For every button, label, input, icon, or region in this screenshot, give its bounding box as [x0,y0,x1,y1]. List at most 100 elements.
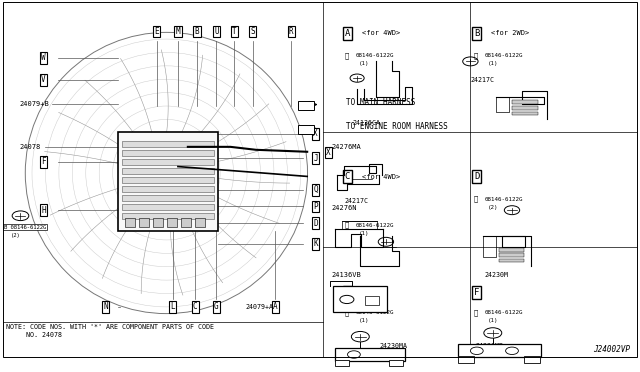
Text: <for 4WD>: <for 4WD> [362,174,400,180]
Bar [512,106,538,110]
FancyBboxPatch shape [118,132,218,231]
Text: 24136CA: 24136CA [353,120,381,126]
Text: F: F [41,157,46,166]
Bar [458,356,474,363]
Text: Q: Q [313,185,318,194]
Bar [122,150,214,156]
Text: 24230M: 24230M [484,272,508,278]
Text: G: G [214,302,219,311]
Text: (2): (2) [11,233,21,238]
Text: X: X [313,129,318,138]
Text: M: M [175,27,180,36]
Bar [333,286,387,312]
Text: Ⓑ: Ⓑ [474,309,478,316]
Text: 24079+A: 24079+A [245,304,273,310]
Text: (1): (1) [358,61,369,67]
Text: <for 4WD>: <for 4WD> [362,31,400,36]
Text: J24002VP: J24002VP [593,344,630,353]
Bar [122,158,214,165]
Text: <for 2WD>: <for 2WD> [491,31,529,36]
Text: A: A [273,302,278,311]
Bar [181,218,191,227]
Text: 08146-6122G: 08146-6122G [356,222,394,228]
Text: F: F [474,288,479,296]
Bar [365,296,379,305]
Bar [389,360,403,366]
Text: Ⓑ: Ⓑ [474,196,478,202]
Bar [499,248,524,252]
Text: H: H [41,206,46,215]
Text: A: A [345,29,350,38]
Text: 24217C: 24217C [470,77,494,83]
Bar [122,195,214,201]
Bar [167,218,177,227]
Text: Ⓑ: Ⓑ [344,309,349,316]
Text: E: E [154,27,159,36]
Bar [153,218,163,227]
Bar [122,141,214,147]
Text: 08146-6122G: 08146-6122G [485,196,524,202]
Text: V: V [41,76,46,84]
Bar [298,125,314,134]
Text: (2): (2) [488,205,498,210]
Bar [122,212,214,219]
Text: W: W [41,53,46,62]
Text: NOTE: CODE NOS. WITH '*' ARE COMPONENT PARTS OF CODE: NOTE: CODE NOS. WITH '*' ARE COMPONENT P… [6,324,214,330]
Text: S: S [250,27,255,36]
Text: B: B [195,27,200,36]
Text: X: X [326,148,331,157]
Text: E: E [345,288,350,296]
Text: TO MAIN HARNESS: TO MAIN HARNESS [346,98,415,107]
Text: N: N [103,302,108,311]
Bar [512,112,538,115]
Bar [499,253,524,257]
Bar [298,101,314,110]
Bar [122,177,214,183]
Text: 08146-6122G: 08146-6122G [485,53,524,58]
Text: T: T [232,27,237,36]
Text: 08146-6122G: 08146-6122G [485,310,524,315]
Text: (1): (1) [358,231,369,236]
Text: 24230MA: 24230MA [380,343,408,349]
Text: K: K [313,239,318,248]
Bar [139,218,149,227]
Bar [122,203,214,210]
Bar [122,186,214,192]
Bar [125,218,135,227]
Text: 08146-6122G: 08146-6122G [356,53,394,58]
Text: L: L [170,302,175,311]
Text: Ⓑ: Ⓑ [474,52,478,59]
Text: (1): (1) [358,318,369,323]
Text: 24217C: 24217C [344,198,369,204]
Text: B: B [474,29,479,38]
Text: D: D [474,172,479,181]
Text: 24136VB: 24136VB [332,272,361,278]
Text: TO ENGINE ROOM HARNESS: TO ENGINE ROOM HARNESS [346,122,447,131]
Text: (1): (1) [488,318,498,323]
Text: 24276N: 24276N [332,205,357,211]
Bar [335,360,349,366]
Bar [458,344,541,357]
Text: R: R [289,27,294,36]
Text: D: D [313,219,318,228]
Text: C: C [193,302,198,311]
Text: Ⓑ: Ⓑ [344,52,349,59]
Text: 24276MA: 24276MA [332,144,361,150]
Text: 08146-6122G: 08146-6122G [356,310,394,315]
Text: (1): (1) [488,61,498,67]
Text: P: P [313,202,318,211]
Text: 24230MB: 24230MB [476,343,504,349]
Bar [122,167,214,174]
Bar [335,348,405,361]
Text: U: U [214,27,219,36]
Text: Ⓑ: Ⓑ [344,222,349,228]
Text: 24078: 24078 [19,144,40,150]
Bar [524,356,540,363]
Bar [195,218,205,227]
Text: C: C [345,172,350,181]
Bar [499,259,524,262]
Text: 24079+B: 24079+B [19,101,49,107]
Bar [512,100,538,104]
Text: J: J [313,154,318,163]
Text: B 08146-6122G: B 08146-6122G [4,225,46,230]
